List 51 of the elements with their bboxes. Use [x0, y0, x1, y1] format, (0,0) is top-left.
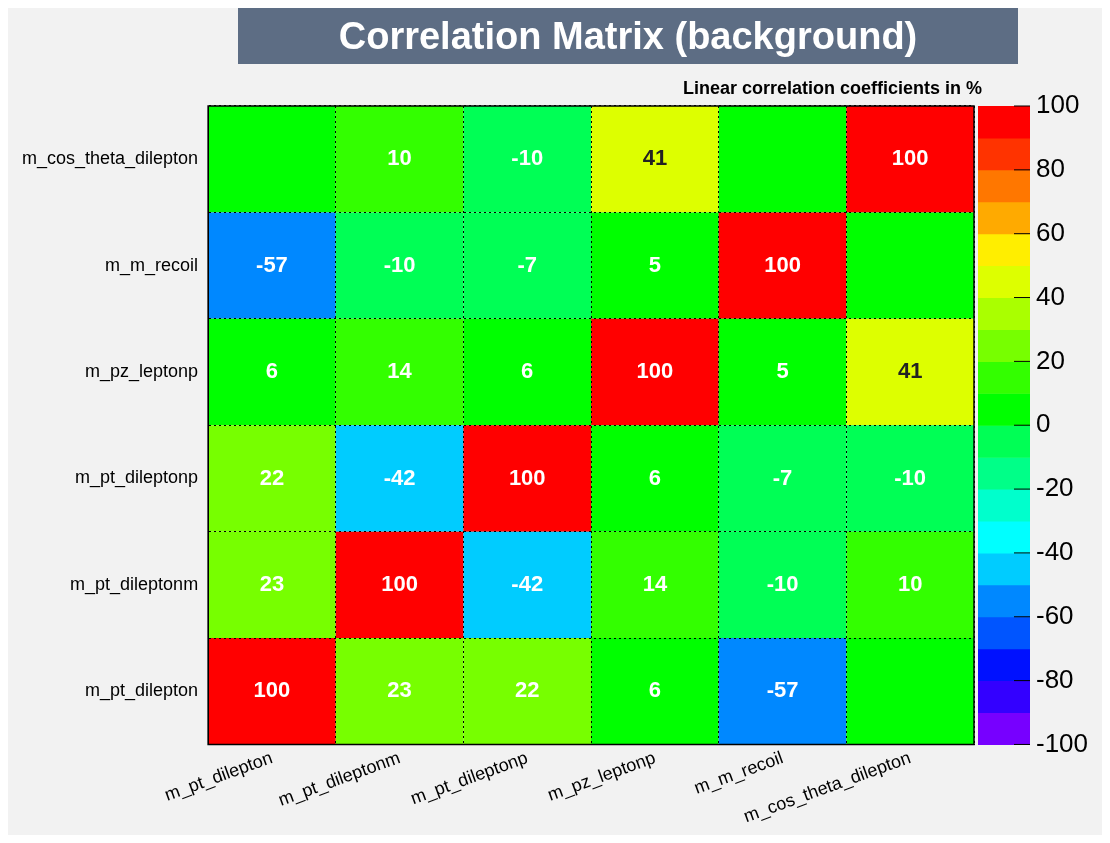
color-bar-label: -20 — [1036, 472, 1074, 503]
data-label: 41 — [897, 358, 923, 384]
data-label: 6 — [521, 358, 534, 384]
data-label: 14 — [387, 358, 413, 384]
color-bar-label: 40 — [1036, 280, 1065, 311]
data-label: 10 — [387, 145, 412, 171]
data-label: 6 — [265, 358, 279, 384]
y-tick-label: m_pt_dileptonm — [70, 573, 199, 595]
color-bar-label: -100 — [1036, 727, 1089, 758]
data-label: 100 — [891, 145, 929, 171]
data-label: 100 — [253, 677, 291, 703]
data-label: -42 — [383, 464, 416, 490]
data-label: 22 — [515, 677, 540, 703]
color-bar-label: -40 — [1036, 536, 1074, 567]
y-tick-label: m_pt_dilepton — [85, 680, 199, 702]
data-label: 23 — [259, 570, 285, 596]
data-label: 41 — [642, 145, 668, 171]
data-label: -57 — [256, 251, 288, 277]
data-label: 6 — [648, 677, 662, 703]
color-bar-label: -80 — [1036, 663, 1074, 694]
data-label: 23 — [387, 677, 412, 703]
data-label: 22 — [259, 464, 285, 490]
y-tick-label: m_pt_dileptonp — [75, 467, 199, 489]
y-tick-label: m_cos_theta_dilepton — [22, 148, 199, 170]
data-label: -57 — [766, 677, 799, 703]
color-bar-label: 80 — [1036, 153, 1065, 184]
data-label: -42 — [511, 570, 544, 596]
color-bar-label: 20 — [1036, 344, 1065, 375]
color-bar-label: 60 — [1036, 216, 1065, 247]
data-label: 10 — [897, 570, 923, 596]
color-bar-label: 100 — [1036, 89, 1080, 120]
data-label: -10 — [766, 570, 799, 596]
data-label: 5 — [648, 251, 662, 277]
data-label: 5 — [776, 358, 789, 384]
data-label: 100 — [508, 464, 546, 490]
data-label: -10 — [894, 464, 927, 490]
y-tick-label: m_m_recoil — [105, 254, 199, 276]
data-label: 6 — [648, 464, 662, 490]
data-label: 100 — [636, 358, 674, 384]
data-label: -10 — [511, 145, 544, 171]
color-bar-label: -60 — [1036, 599, 1074, 630]
data-label: 100 — [764, 251, 801, 277]
data-label: -7 — [517, 251, 538, 277]
color-bar-label: 0 — [1036, 408, 1051, 439]
data-label: -10 — [383, 251, 416, 277]
data-label: 14 — [642, 570, 668, 596]
color-bar-title: Linear correlation coefficients in % — [682, 78, 982, 99]
data-label: 100 — [381, 570, 418, 596]
y-tick-label: m_pz_leptonp — [85, 361, 199, 382]
data-label: -7 — [772, 464, 793, 490]
chart-title: Correlation Matrix (background) — [238, 8, 1018, 64]
